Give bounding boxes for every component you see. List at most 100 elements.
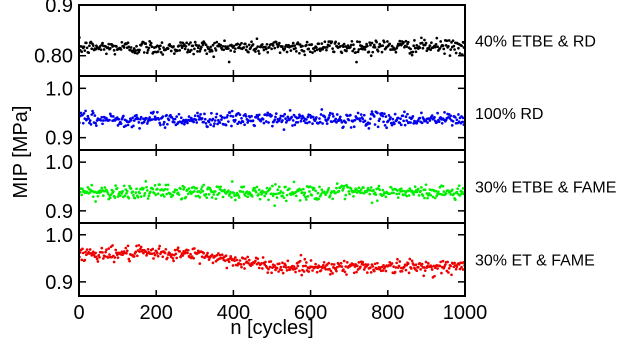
data-point [244,257,247,261]
data-point [303,53,307,57]
data-point [82,112,86,115]
data-point [199,191,202,194]
data-point [144,42,148,45]
data-point [250,194,254,198]
data-point [139,117,142,121]
data-point [302,119,306,123]
data-point [186,50,189,54]
data-point [232,191,236,195]
data-point [280,268,283,272]
data-point [124,246,128,250]
data-point [388,192,392,196]
data-point [384,115,388,118]
data-point [159,123,162,127]
data-point [89,40,93,44]
data-point [154,193,158,197]
data-point [164,183,168,187]
data-point [314,262,317,266]
data-point [318,49,322,53]
data-point [440,193,444,196]
series-label: 30% ETBE & FAME [475,180,616,197]
data-point [307,270,311,273]
data-point [382,40,386,44]
data-point [361,260,365,264]
data-point [193,47,196,51]
data-point [233,50,236,54]
data-point [142,120,146,124]
data-point [381,188,385,192]
data-point [283,47,287,51]
data-point [183,122,186,126]
data-point [390,123,394,127]
panel-4: 0.9 1.0 30% ET & FAME [45,222,595,297]
data-point [410,259,414,263]
data-point [332,115,335,118]
data-point [138,127,141,130]
data-point [317,42,321,46]
data-point [81,187,84,191]
data-point [268,265,272,269]
data-point [450,273,453,277]
data-point [163,251,167,255]
data-point [271,184,274,188]
data-point [352,271,356,275]
data-point [404,39,408,43]
data-point [257,261,260,265]
data-point [136,195,140,199]
data-point [330,262,334,266]
data-point [455,265,459,269]
data-point [293,44,297,48]
data-point [247,50,250,54]
data-point [348,192,351,196]
data-point [150,118,154,121]
data-point [233,259,236,263]
data-point [215,253,219,257]
data-point [240,116,243,120]
data-point [349,43,353,47]
data-point [282,196,286,200]
data-point [133,51,137,55]
data-point [332,263,336,266]
data-point [235,258,239,262]
data-point [196,46,200,50]
panel-3: 0.9 1.0 30% ETBE & FAME [45,149,616,224]
data-point [301,191,304,194]
data-point [192,52,195,56]
data-point [216,122,219,126]
data-point [125,249,129,253]
data-point [198,262,202,265]
data-point [274,115,277,119]
data-point [209,45,212,49]
data-point [233,47,237,51]
x-tick-label: 1000 [443,302,488,324]
data-point [382,112,386,116]
data-point [327,116,331,120]
data-point [278,51,282,55]
data-point [369,54,373,58]
data-point [172,45,175,48]
data-point [344,265,348,268]
data-point [328,272,332,276]
data-point [305,43,308,47]
data-point [202,120,206,124]
data-point [172,190,176,194]
data-point [262,48,266,52]
data-point [229,191,233,194]
data-point [425,192,429,195]
data-point [80,193,84,197]
data-point [223,39,226,43]
data-point [254,259,257,263]
data-point [302,193,306,197]
data-point [253,186,256,190]
data-point [391,117,395,121]
data-point [115,45,118,48]
data-point [187,43,191,46]
data-point [331,112,334,116]
data-point [240,41,243,45]
data-point [279,190,283,193]
data-point [299,119,303,123]
data-point [423,266,426,269]
data-point [393,112,397,116]
data-point [399,123,403,127]
data-point [213,119,217,122]
